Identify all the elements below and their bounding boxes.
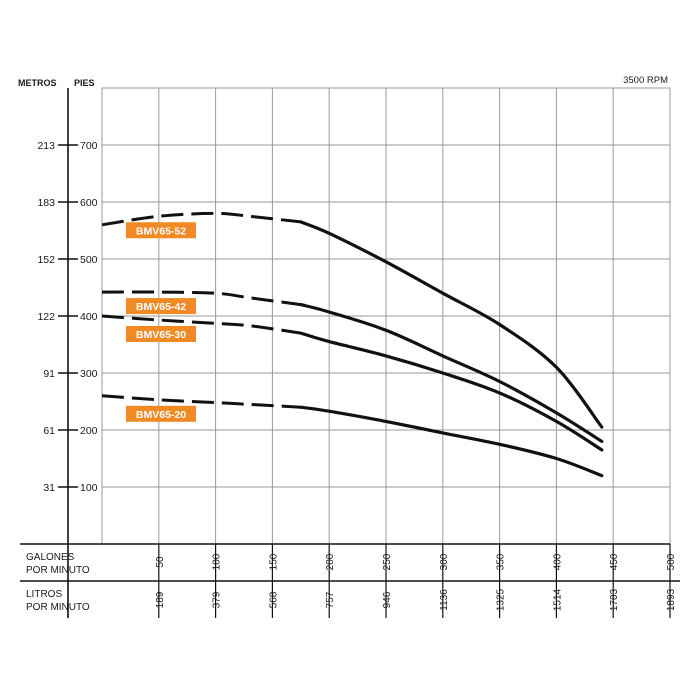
curve-solid-bmv65-42: [299, 303, 604, 443]
curve-dashed-bmv65-20: [101, 394, 301, 409]
y-right-label: PIES: [74, 78, 95, 88]
x-tick-gpm-50: 50: [155, 556, 166, 568]
x-tick-lpm-1325: 1325: [496, 588, 507, 611]
x-tick-gpm-450: 450: [609, 553, 620, 570]
y-tick-metros-61: 61: [43, 425, 55, 437]
series-label-bg-bmv65-20: [126, 405, 196, 422]
curve-dashed-bmv65-42: [101, 290, 301, 307]
y-tick-metros-213: 213: [37, 140, 55, 152]
curve-solid-bmv65-52: [299, 220, 604, 429]
curve-solid-bmv65-30: [299, 331, 604, 452]
curve-dashed-bmv65-30: [101, 314, 302, 335]
y-tick-pies-400: 400: [80, 311, 98, 323]
x-tick-lpm-379: 379: [212, 591, 223, 608]
x-tick-lpm-568: 568: [268, 591, 279, 608]
y-tick-pies-700: 700: [80, 140, 98, 152]
y-left-label: METROS: [18, 78, 57, 88]
y-tick-pies-500: 500: [80, 254, 98, 266]
series-label-bmv65-42: BMV65-42: [136, 301, 186, 313]
x-row2-label-line1: LITROS: [26, 589, 62, 600]
y-tick-metros-31: 31: [43, 482, 55, 494]
series-label-bmv65-20: BMV65-20: [136, 409, 186, 421]
x-tick-lpm-1703: 1703: [609, 588, 620, 611]
y-axis-ticks: 31 100 61 200 91 300 122 400 152 500 183 600 213 700: [37, 140, 97, 494]
x-tick-lpm-189: 189: [155, 591, 166, 608]
x-row2-label-line2: POR MINUTO: [26, 602, 90, 613]
x-row1-label: GALONES POR MINUTO: [26, 552, 90, 576]
y-tick-metros-122: 122: [37, 311, 55, 323]
horizontal-gridlines: [102, 144, 670, 488]
curves: [101, 211, 604, 478]
x-tick-gpm-150: 150: [268, 553, 279, 570]
x-tick-gpm-400: 400: [552, 553, 563, 570]
x-tick-gpm-200: 200: [325, 553, 336, 570]
x-tick-gpm-300: 300: [439, 553, 450, 570]
y-tick-metros-152: 152: [37, 254, 55, 266]
curve-solid-bmv65-20: [299, 405, 604, 478]
x-tick-gpm-100: 100: [212, 553, 223, 570]
x-tick-lpm-946: 946: [382, 591, 393, 608]
y-tick-pies-600: 600: [80, 197, 98, 209]
series-label-bmv65-30: BMV65-30: [136, 329, 186, 341]
x-row1-label-line2: POR MINUTO: [26, 565, 90, 576]
x-tick-gpm-250: 250: [382, 553, 393, 570]
y-tick-pies-300: 300: [80, 368, 98, 380]
y-tick-metros-91: 91: [43, 368, 55, 380]
x-row1-label-line1: GALONES: [26, 552, 75, 563]
x-tick-gpm-350: 350: [496, 553, 507, 570]
x-tick-lpm-1514: 1514: [552, 588, 563, 611]
series-labels: BMV65-52 BMV65-42 BMV65-30 BMV65-20: [126, 222, 196, 422]
x-tick-lpm-1136: 1136: [439, 589, 450, 611]
x-row2-label: LITROS POR MINUTO: [26, 589, 90, 613]
rpm-label: 3500 RPM: [623, 75, 668, 86]
curve-dashed-bmv65-52: [101, 211, 301, 227]
series-label-bmv65-52: BMV65-52: [136, 225, 186, 237]
x-axis-ticks: 50 189 100 379 150 568 200 757 250 946 300 1136 350 1…: [155, 544, 677, 618]
x-tick-lpm-1893: 1893: [666, 588, 677, 611]
series-label-bg-bmv65-52: [126, 222, 196, 239]
y-tick-pies-100: 100: [80, 482, 98, 494]
y-tick-pies-200: 200: [80, 425, 98, 437]
x-tick-lpm-757: 757: [325, 591, 336, 608]
series-label-bg-bmv65-30: [126, 325, 196, 342]
y-tick-metros-183: 183: [37, 197, 55, 209]
series-label-bg-bmv65-42: [126, 298, 196, 315]
x-tick-gpm-500: 500: [666, 553, 677, 570]
